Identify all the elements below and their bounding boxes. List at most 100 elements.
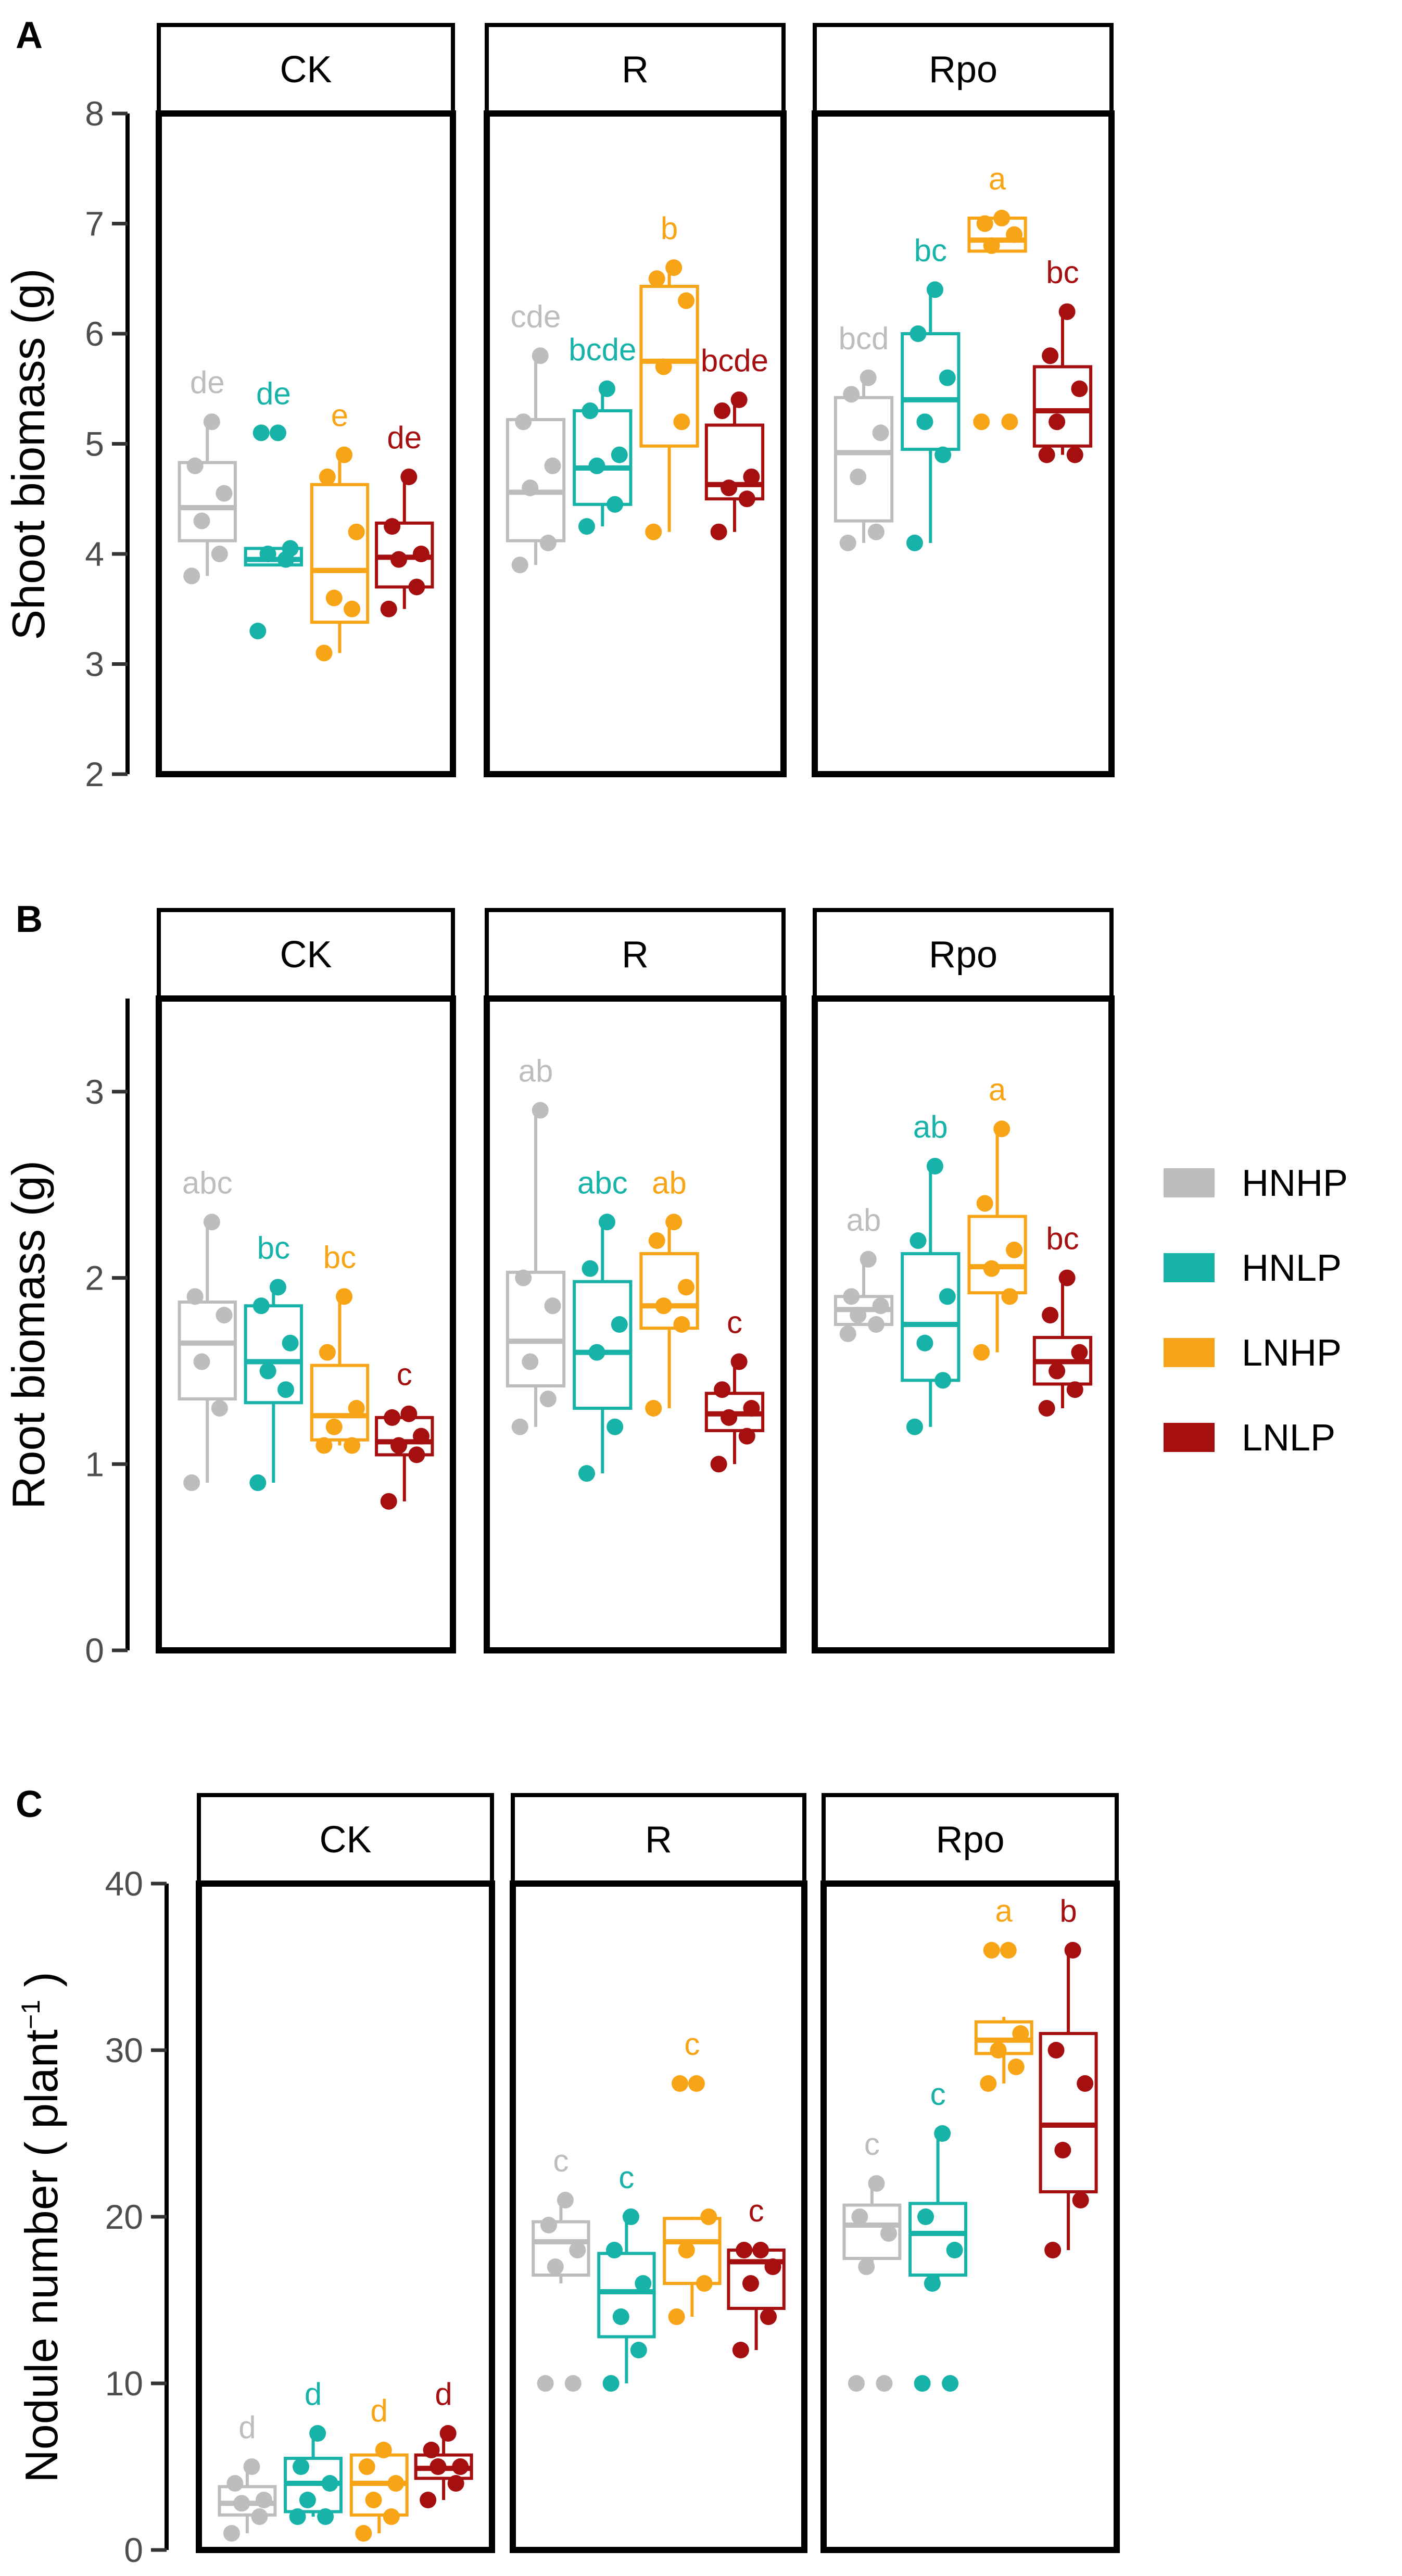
data-point: [843, 1288, 860, 1305]
data-point: [539, 1391, 557, 1408]
data-point: [243, 2458, 260, 2475]
facet-strip-label: Rpo: [929, 934, 997, 976]
facet-strip: [813, 23, 1114, 116]
legend-label: LNHP: [1242, 1332, 1342, 1374]
data-point: [916, 413, 933, 431]
data-point: [924, 2275, 941, 2292]
data-point: [906, 534, 923, 551]
data-point: [942, 2375, 959, 2392]
data-point: [858, 2258, 875, 2275]
data-point: [423, 2442, 440, 2458]
data-point: [946, 2242, 963, 2258]
box-group-HNLP: de: [244, 376, 304, 640]
data-point: [408, 1446, 425, 1463]
significance-letter: a: [995, 1893, 1013, 1928]
data-point: [1001, 413, 1018, 431]
box-group-HNHP: ab: [833, 1203, 894, 1342]
box-group-HNLP: d: [284, 2377, 343, 2525]
data-point: [1072, 2192, 1089, 2208]
facet-strip-label: R: [622, 49, 649, 91]
box-group-HNLP: bcde: [569, 332, 636, 535]
facet-strip-label: R: [645, 1819, 672, 1861]
data-point: [867, 1316, 885, 1333]
data-point: [730, 391, 748, 408]
data-point: [336, 446, 353, 463]
data-point: [537, 2375, 554, 2392]
data-point: [1042, 1307, 1059, 1324]
box-group-HNHP: ab: [506, 1054, 566, 1435]
data-point: [910, 325, 927, 342]
data-point: [293, 2458, 310, 2475]
data-point: [1071, 1344, 1088, 1361]
data-point: [259, 546, 276, 562]
data-point: [611, 446, 628, 463]
data-point: [269, 424, 286, 441]
y-tick-label: 2: [85, 1259, 104, 1297]
data-point: [876, 2375, 893, 2392]
data-point: [1012, 2025, 1029, 2042]
significance-letter: bc: [1046, 255, 1079, 290]
data-point: [365, 2492, 382, 2508]
facet-strip: [813, 908, 1114, 1001]
data-point: [1001, 1288, 1018, 1305]
box: [1032, 365, 1093, 448]
panel-letter: C: [16, 1784, 43, 1825]
significance-letter: bcde: [701, 343, 768, 378]
data-point: [540, 2217, 557, 2233]
significance-letter: cde: [511, 299, 561, 334]
box-group-LNHP: a: [967, 1072, 1027, 1361]
data-point: [671, 2075, 688, 2092]
data-point: [738, 1428, 755, 1445]
y-tick-label: 0: [124, 2531, 143, 2569]
data-point: [1000, 1942, 1017, 1959]
data-point: [939, 369, 956, 386]
data-point: [630, 2342, 647, 2358]
data-point: [408, 578, 425, 596]
box-group-HNHP: c: [842, 2127, 902, 2392]
box-group-LNLP: c: [704, 1305, 765, 1473]
facet-strip-label: CK: [280, 934, 332, 976]
significance-letter: c: [749, 2193, 764, 2228]
significance-letter: bcde: [569, 332, 636, 367]
data-point: [926, 281, 943, 298]
significance-letter: b: [1059, 1893, 1077, 1928]
facet-plot-area: [156, 995, 456, 1653]
data-point: [655, 1297, 672, 1315]
data-point: [452, 2458, 469, 2475]
data-point: [355, 2525, 372, 2542]
box-group-HNHP: cde: [506, 299, 566, 574]
data-point: [233, 2495, 250, 2512]
data-point: [993, 1120, 1011, 1138]
y-tick-label: 5: [85, 425, 104, 463]
data-point: [611, 1316, 628, 1333]
data-point: [934, 2125, 951, 2142]
y-tick-label: 40: [105, 1864, 143, 1903]
significance-letter: b: [661, 211, 678, 246]
data-point: [939, 1288, 956, 1305]
data-point: [252, 1297, 270, 1315]
legend-swatch: [1164, 1423, 1215, 1452]
data-point: [186, 1288, 204, 1305]
data-point: [249, 1474, 267, 1492]
significance-letter: c: [397, 1357, 412, 1392]
data-point: [851, 2208, 868, 2225]
data-point: [515, 1269, 532, 1286]
data-point: [973, 413, 990, 431]
significance-letter: ab: [652, 1165, 687, 1200]
data-point: [906, 1418, 923, 1435]
box-group-LNLP: bc: [1032, 255, 1093, 463]
box-group-HNHP: d: [218, 2410, 277, 2542]
facet-plot-area: [812, 995, 1115, 1653]
data-point: [665, 1214, 683, 1231]
data-point: [868, 2175, 885, 2192]
data-point: [522, 1353, 539, 1370]
data-point: [673, 1316, 690, 1333]
data-point: [843, 386, 860, 403]
panel-letter: A: [16, 15, 43, 56]
y-axis-title: Root biomass (g): [3, 1160, 54, 1509]
significance-letter: bcd: [839, 321, 889, 356]
data-point: [872, 1297, 889, 1315]
data-point: [412, 546, 430, 562]
